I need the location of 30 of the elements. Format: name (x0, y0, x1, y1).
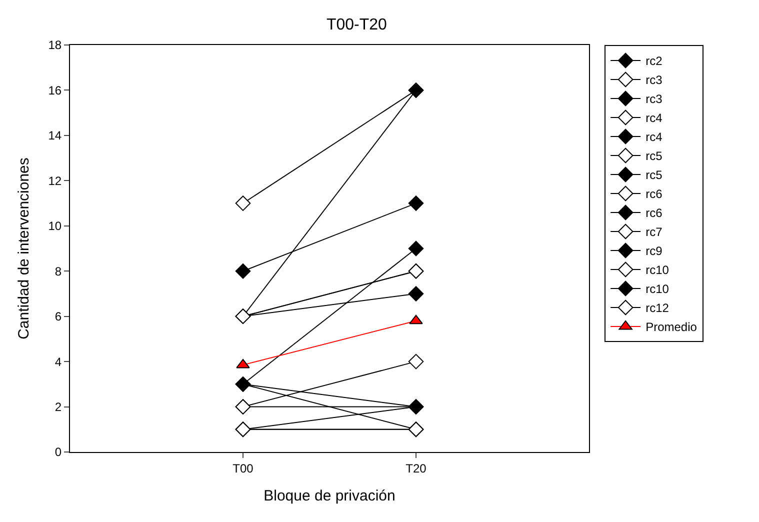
chart-title: T00-T20 (326, 16, 388, 34)
legend-label: rc12 (646, 301, 670, 316)
legend-label: rc6 (646, 187, 663, 202)
legend-label: rc6 (646, 206, 663, 220)
legend-label: Promedio (646, 320, 698, 334)
y-tick-label: 6 (54, 310, 62, 324)
legend-label: rc5 (646, 149, 663, 164)
legend-label: rc9 (646, 244, 663, 258)
y-tick-label: 16 (48, 83, 62, 98)
y-tick-label: 2 (54, 400, 62, 414)
legend-label: rc10 (646, 282, 670, 296)
legend-label: rc4 (646, 130, 663, 144)
x-axis-title: Bloque de privación (264, 487, 396, 504)
legend-label: rc5 (646, 168, 663, 182)
legend-label: rc3 (646, 92, 663, 106)
legend-label: rc2 (646, 54, 663, 68)
legend-label: rc7 (646, 225, 663, 240)
y-tick-label: 14 (48, 128, 62, 143)
y-tick-label: 0 (54, 445, 62, 460)
y-axis-title: Cantidad de intervenciones (15, 158, 32, 340)
x-tick-label: T00 (232, 461, 254, 476)
y-tick-label: 4 (54, 354, 62, 369)
y-tick-label: 12 (48, 174, 62, 188)
y-tick-label: 8 (54, 264, 62, 278)
y-tick-label: 10 (48, 219, 62, 234)
legend-label: rc4 (646, 111, 663, 126)
x-tick-label: T20 (406, 461, 427, 476)
y-tick-label: 18 (48, 38, 62, 52)
legend-label: rc10 (646, 263, 670, 278)
legend-label: rc3 (646, 73, 663, 88)
